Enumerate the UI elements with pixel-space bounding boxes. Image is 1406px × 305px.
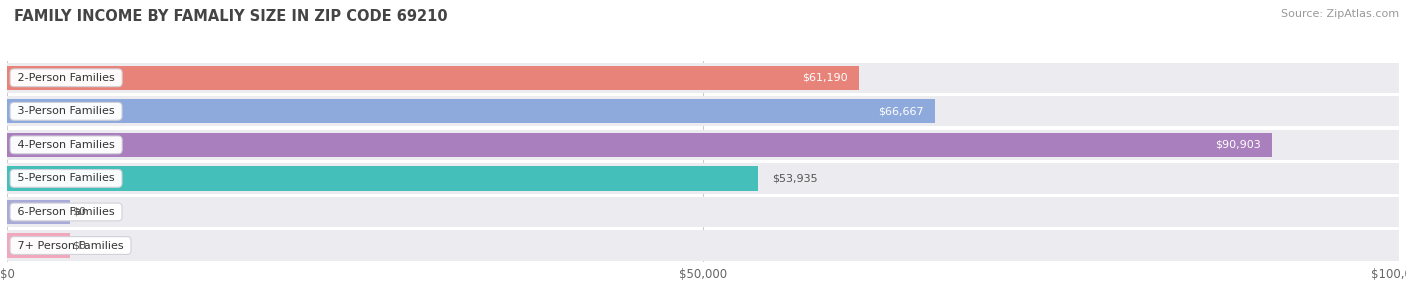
Text: $90,903: $90,903 xyxy=(1215,140,1261,150)
Text: 3-Person Families: 3-Person Families xyxy=(14,106,118,116)
Bar xyxy=(7,233,70,258)
Text: 5-Person Families: 5-Person Families xyxy=(14,174,118,183)
Text: $0: $0 xyxy=(73,241,86,250)
Text: $66,667: $66,667 xyxy=(879,106,924,116)
Bar xyxy=(7,66,859,90)
Text: $61,190: $61,190 xyxy=(801,73,848,83)
Bar xyxy=(7,197,1399,227)
Text: $0: $0 xyxy=(73,207,86,217)
Text: 4-Person Families: 4-Person Families xyxy=(14,140,118,150)
Bar xyxy=(7,133,1272,157)
Bar xyxy=(7,200,70,224)
Text: $53,935: $53,935 xyxy=(772,174,817,183)
Bar xyxy=(7,230,1399,260)
Text: 7+ Person Families: 7+ Person Families xyxy=(14,241,127,250)
Bar xyxy=(7,63,1399,93)
Text: 2-Person Families: 2-Person Families xyxy=(14,73,118,83)
Text: FAMILY INCOME BY FAMALIY SIZE IN ZIP CODE 69210: FAMILY INCOME BY FAMALIY SIZE IN ZIP COD… xyxy=(14,9,447,24)
Bar xyxy=(7,166,758,191)
Bar xyxy=(7,96,1399,126)
Bar xyxy=(7,130,1399,160)
Bar xyxy=(7,163,1399,193)
Text: 6-Person Families: 6-Person Families xyxy=(14,207,118,217)
Bar xyxy=(7,99,935,124)
Text: Source: ZipAtlas.com: Source: ZipAtlas.com xyxy=(1281,9,1399,19)
